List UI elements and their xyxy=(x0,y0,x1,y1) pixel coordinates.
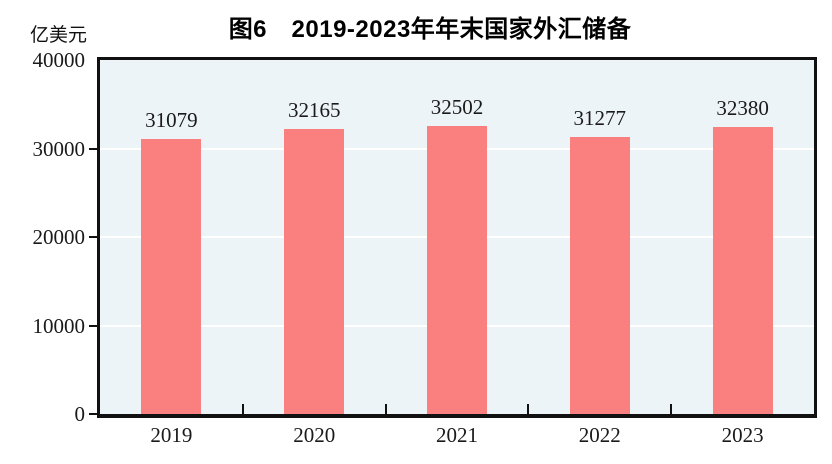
chart-title: 图6 2019-2023年年末国家外汇储备 xyxy=(228,16,632,43)
x-tick-label-2020: 2020 xyxy=(293,423,336,447)
bar-value-label-2021: 32502 xyxy=(430,95,484,120)
y-tick-mark-10000 xyxy=(89,324,97,327)
y-tick-mark-0 xyxy=(89,413,97,415)
bar-value-label-2023: 32380 xyxy=(716,96,769,121)
y-axis-unit-label: 亿美元 xyxy=(30,25,88,46)
y-tick-label-40000: 40000 xyxy=(32,48,86,72)
bar-2019 xyxy=(141,138,202,414)
x-boundary-tick-4 xyxy=(670,404,673,414)
bar-2022 xyxy=(569,137,630,414)
bar-value-label-2020: 32165 xyxy=(287,98,341,123)
x-boundary-tick-3 xyxy=(527,404,530,414)
plot-background: 31079 32165 32502 31277 32380 xyxy=(100,60,814,414)
y-tick-label-20000: 20000 xyxy=(32,225,86,249)
bar-2020 xyxy=(284,129,345,414)
x-tick-label-2019: 2019 xyxy=(150,423,193,447)
bar-value-label-2022: 31277 xyxy=(573,106,627,131)
bar-2021 xyxy=(427,126,487,414)
x-tick-label-2021: 2021 xyxy=(436,423,478,447)
x-tick-label-2023: 2023 xyxy=(721,423,764,447)
x-tick-label-2022: 2022 xyxy=(578,423,621,447)
plot-area: 31079 32165 32502 31277 32380 xyxy=(97,57,817,418)
y-tick-mark-30000 xyxy=(89,147,97,150)
y-tick-label-0: 0 xyxy=(74,402,86,426)
bar-value-label-2019: 31079 xyxy=(145,107,198,132)
y-tick-mark-20000 xyxy=(89,236,97,238)
bar-2023 xyxy=(712,127,773,414)
y-tick-label-30000: 30000 xyxy=(32,136,86,161)
x-boundary-tick-2 xyxy=(384,404,387,414)
y-tick-label-10000: 10000 xyxy=(32,313,86,338)
x-boundary-tick-1 xyxy=(241,404,244,414)
